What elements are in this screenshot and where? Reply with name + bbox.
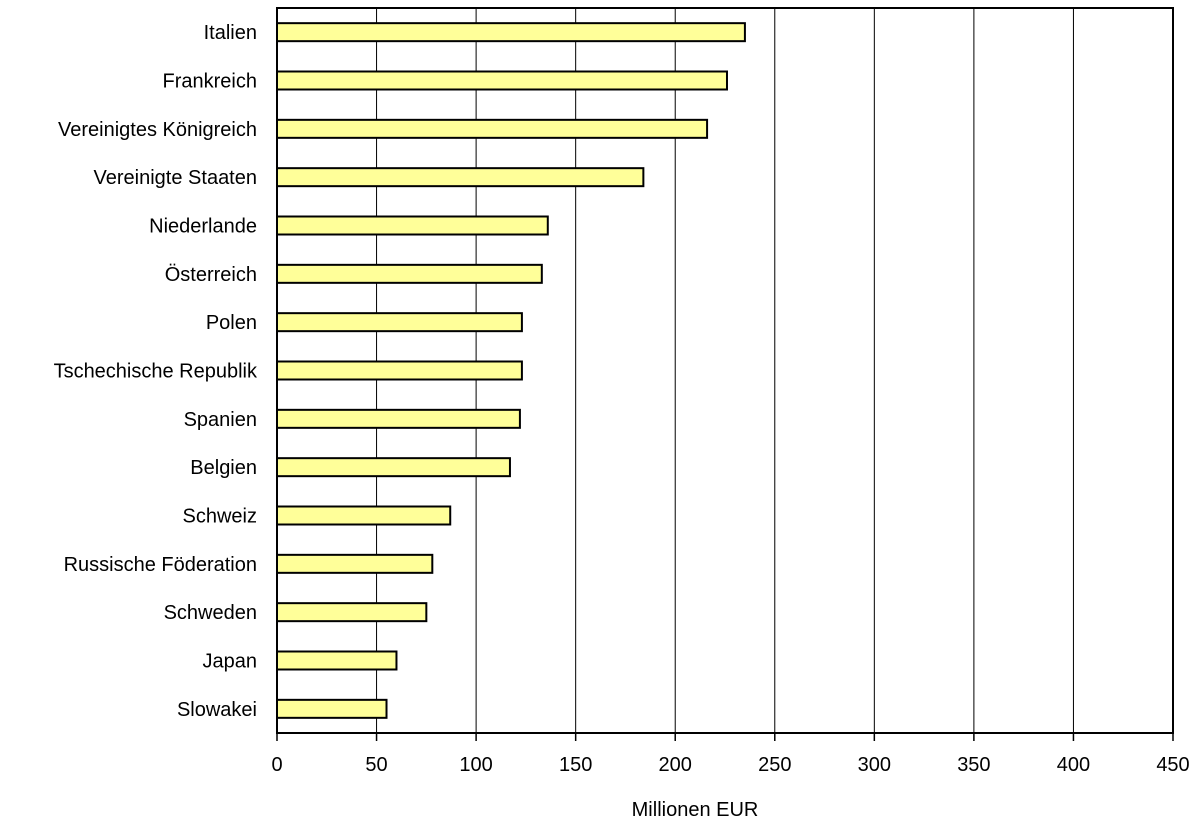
category-label: Spanien (184, 409, 257, 431)
category-label: Tschechische Republik (54, 361, 258, 383)
category-label: Vereinigte Staaten (94, 167, 257, 189)
x-tick-label: 100 (459, 754, 492, 776)
bar (276, 215, 549, 236)
category-label: Italien (204, 22, 257, 44)
category-label: Niederlande (149, 216, 257, 238)
category-label: Slowakei (177, 699, 257, 721)
x-tick-label: 350 (957, 754, 990, 776)
category-label: Japan (203, 651, 258, 673)
x-tick-label: 250 (758, 754, 791, 776)
category-label: Frankreich (163, 71, 257, 93)
category-label: Russische Föderation (64, 554, 257, 576)
x-tick-label: 150 (559, 754, 592, 776)
category-label: Schweden (164, 602, 257, 624)
x-tick-label: 200 (659, 754, 692, 776)
bar (276, 698, 388, 719)
category-label: Österreich (165, 264, 257, 286)
bar (276, 167, 645, 188)
bar (276, 408, 521, 429)
category-label: Polen (206, 312, 257, 334)
x-tick-label: 400 (1057, 754, 1090, 776)
bar (276, 457, 511, 478)
category-label: Belgien (190, 457, 257, 479)
x-axis-ticks (276, 733, 1174, 741)
bar (276, 118, 709, 139)
plot-frame (276, 7, 1174, 734)
bar (276, 70, 728, 91)
category-labels: Italien Frankreich Vereinigtes Königreich V… (54, 22, 258, 721)
category-label: Schweiz (183, 506, 257, 528)
bar (276, 650, 398, 671)
x-tick-label: 50 (365, 754, 387, 776)
x-tick-label: 300 (858, 754, 891, 776)
bar (276, 263, 543, 284)
x-tick-label: 0 (271, 754, 282, 776)
category-label: Vereinigtes Königreich (58, 119, 257, 141)
bar (276, 312, 523, 333)
bar (276, 22, 746, 43)
bar (276, 505, 452, 526)
bar (276, 553, 434, 574)
x-tick-labels: 0 50 100 150 200 250 300 350 400 450 (271, 754, 1189, 776)
x-tick-label: 450 (1156, 754, 1189, 776)
bar (276, 602, 428, 623)
x-axis-title: Millionen EUR (632, 799, 759, 821)
bar (276, 360, 523, 381)
bars (276, 22, 746, 719)
